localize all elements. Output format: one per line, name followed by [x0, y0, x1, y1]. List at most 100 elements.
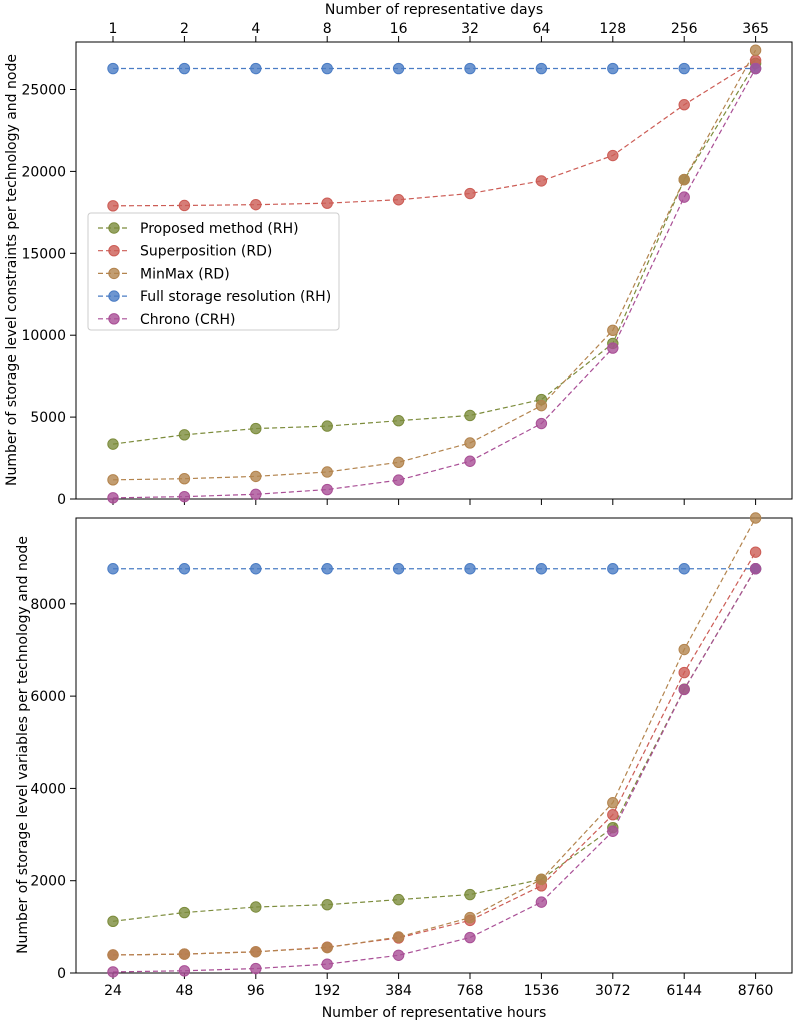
bottom-data-point	[321, 899, 333, 911]
top-data-point	[321, 466, 333, 478]
bottom-data-point	[749, 563, 762, 575]
bottom-data-point	[678, 666, 690, 679]
bottom-data-point	[535, 873, 548, 886]
top-data-point	[107, 474, 119, 486]
top-y-tick-label: 0	[57, 492, 66, 508]
top-data-point	[749, 44, 762, 56]
top-data-point	[107, 492, 119, 504]
top-series-line	[112, 59, 756, 207]
top-panel: Number of representative days Number of …	[4, 2, 793, 508]
top-data-point	[321, 62, 333, 75]
top-data-point	[321, 483, 333, 496]
legend-label: MinMax (RD)	[140, 266, 230, 282]
top-series-group	[107, 44, 762, 504]
bottom-series-line	[112, 551, 757, 956]
bottom-data-point	[749, 546, 762, 558]
legend: Proposed method (RH) Superposition (RD) Mi…	[87, 212, 340, 331]
bottom-series-line	[112, 568, 757, 922]
top-data-point	[250, 62, 262, 75]
top-data-point	[607, 342, 619, 354]
top-data-point	[107, 62, 119, 75]
bottom-data-point	[535, 563, 548, 575]
top-data-point	[392, 415, 405, 427]
bottom-data-point	[392, 563, 405, 575]
top-secondary-x-tick-label: 365	[742, 21, 769, 37]
bottom-data-point	[464, 563, 476, 575]
top-y-ticks: 0 5000 10000 15000 20000 25000	[21, 83, 76, 508]
bottom-data-point	[178, 563, 191, 575]
bottom-x-tick-label: 6144	[666, 983, 702, 999]
bottom-data-point	[178, 906, 191, 919]
bottom-data-point	[464, 931, 476, 944]
legend-marker	[108, 290, 120, 302]
bottom-data-point	[392, 893, 405, 906]
bottom-data-point	[107, 915, 119, 928]
top-data-point	[178, 472, 191, 485]
top-data-point	[250, 198, 262, 211]
top-plot-frame	[75, 41, 793, 500]
top-data-point	[678, 173, 690, 186]
legend-label: Chrono (CRH)	[140, 312, 236, 328]
top-data-point	[392, 62, 405, 75]
top-secondary-x-tick-label: 2	[180, 21, 189, 37]
top-data-point	[107, 438, 119, 450]
top-data-point	[178, 429, 191, 441]
top-secondary-x-tick-label: 32	[461, 21, 479, 37]
bottom-data-point	[607, 563, 619, 575]
bottom-data-point	[678, 683, 690, 696]
top-data-point	[678, 191, 690, 203]
top-data-point	[535, 175, 548, 187]
top-secondary-x-tick-label: 4	[251, 21, 260, 37]
bottom-x-tick-label: 192	[314, 983, 341, 999]
bottom-data-point	[607, 825, 619, 837]
legend-marker	[108, 267, 120, 280]
bottom-y-tick-label: 4000	[30, 781, 66, 797]
top-data-point	[178, 62, 191, 75]
top-y-tick-label: 25000	[21, 83, 66, 99]
top-data-point	[464, 62, 476, 75]
top-series-line	[112, 68, 757, 499]
top-data-point	[464, 455, 476, 467]
legend-label: Superposition (RD)	[140, 244, 272, 260]
bottom-data-point	[678, 563, 690, 575]
bottom-x-tick-label: 24	[104, 983, 122, 999]
bottom-data-point	[392, 949, 405, 961]
top-secondary-x-tick-label: 64	[532, 21, 550, 37]
bottom-data-point	[178, 965, 191, 977]
top-x-tick-marks	[112, 499, 757, 505]
top-secondary-x-ticks: 1 2 4 8 16 32 64 128 256 365	[109, 21, 769, 42]
top-data-point	[535, 62, 548, 75]
top-data-point	[250, 470, 262, 483]
top-data-point	[464, 187, 476, 200]
bottom-y-tick-label: 8000	[30, 597, 66, 613]
bottom-y-tick-label: 6000	[30, 689, 66, 705]
bottom-plot-frame	[75, 517, 793, 974]
bottom-x-tick-label: 48	[175, 983, 193, 999]
bottom-data-point	[464, 911, 476, 924]
bottom-data-point	[321, 941, 333, 954]
top-data-point	[178, 490, 191, 503]
bottom-data-point	[607, 809, 619, 821]
bottom-data-point	[392, 931, 405, 943]
top-secondary-x-tick-label: 8	[323, 21, 332, 37]
top-secondary-x-tick-label: 256	[671, 21, 698, 37]
top-data-point	[535, 399, 548, 412]
legend-marker	[108, 313, 120, 325]
bottom-series-group	[107, 512, 762, 978]
top-data-point	[464, 409, 476, 422]
bottom-y-tick-label: 2000	[30, 874, 66, 890]
top-data-point	[321, 197, 333, 209]
top-data-point	[535, 417, 548, 430]
bottom-data-point	[250, 563, 262, 575]
bottom-data-point	[250, 901, 262, 913]
top-data-point	[392, 456, 405, 469]
bottom-data-point	[535, 896, 548, 908]
top-y-tick-label: 10000	[21, 328, 66, 344]
bottom-x-tick-label: 384	[385, 983, 412, 999]
bottom-data-point	[107, 563, 119, 575]
bottom-data-point	[250, 946, 262, 958]
top-data-point	[678, 62, 690, 75]
top-data-point	[107, 200, 119, 212]
bottom-x-ticks: 24 48 96 192 384 768 1536 3072 6144 8760	[104, 973, 773, 999]
